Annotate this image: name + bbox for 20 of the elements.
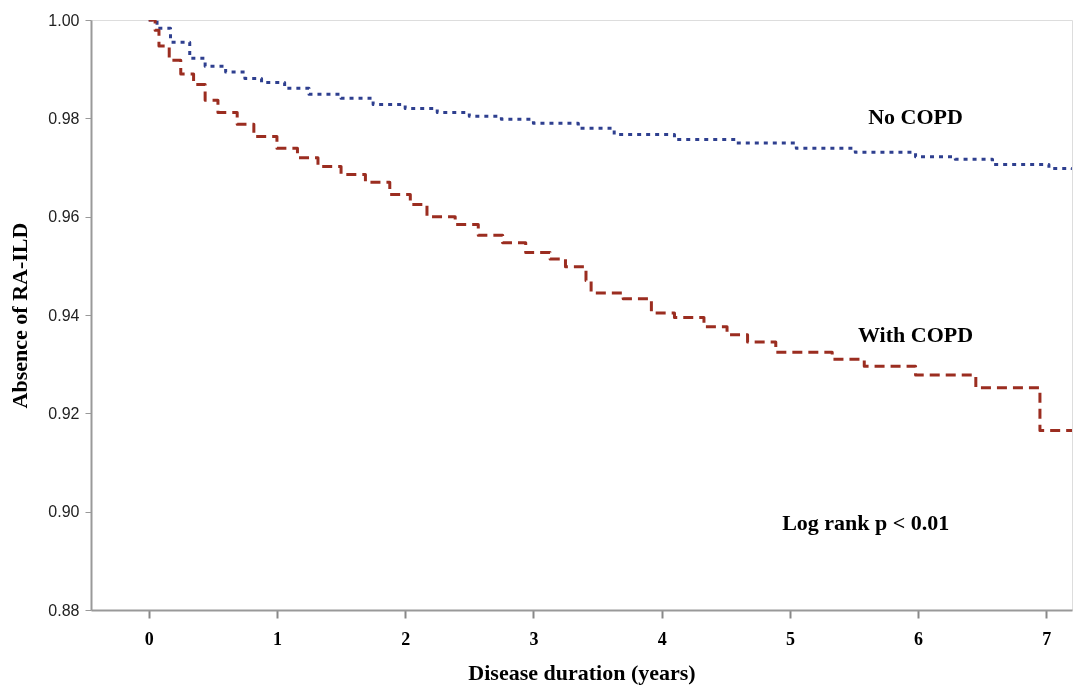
- x-tick-label: 4: [657, 628, 667, 649]
- x-tick-label: 0: [144, 628, 154, 649]
- y-tick-label: 0.90: [48, 503, 80, 521]
- y-tick-label: 0.98: [48, 109, 80, 127]
- y-tick-label: 0.94: [48, 306, 80, 324]
- y-tick-label: 0.88: [48, 601, 80, 619]
- y-tick-label: 0.92: [48, 404, 80, 422]
- series-label: No COPD: [868, 103, 963, 129]
- x-tick-label: 1: [272, 628, 282, 649]
- x-tick-label: 7: [1042, 628, 1052, 649]
- x-tick-label: 5: [785, 628, 795, 649]
- x-tick-label: 2: [401, 628, 411, 649]
- y-tick-label: 1.00: [48, 11, 80, 29]
- annotation: Log rank p < 0.01: [782, 509, 950, 535]
- y-axis-title: Absence of RA-ILD: [7, 222, 33, 409]
- y-tick-label: 0.96: [48, 208, 80, 226]
- x-tick-label: 3: [529, 628, 539, 649]
- x-axis-title: Disease duration (years): [468, 659, 696, 685]
- series-label: With COPD: [858, 321, 974, 347]
- x-tick-label: 6: [914, 628, 924, 649]
